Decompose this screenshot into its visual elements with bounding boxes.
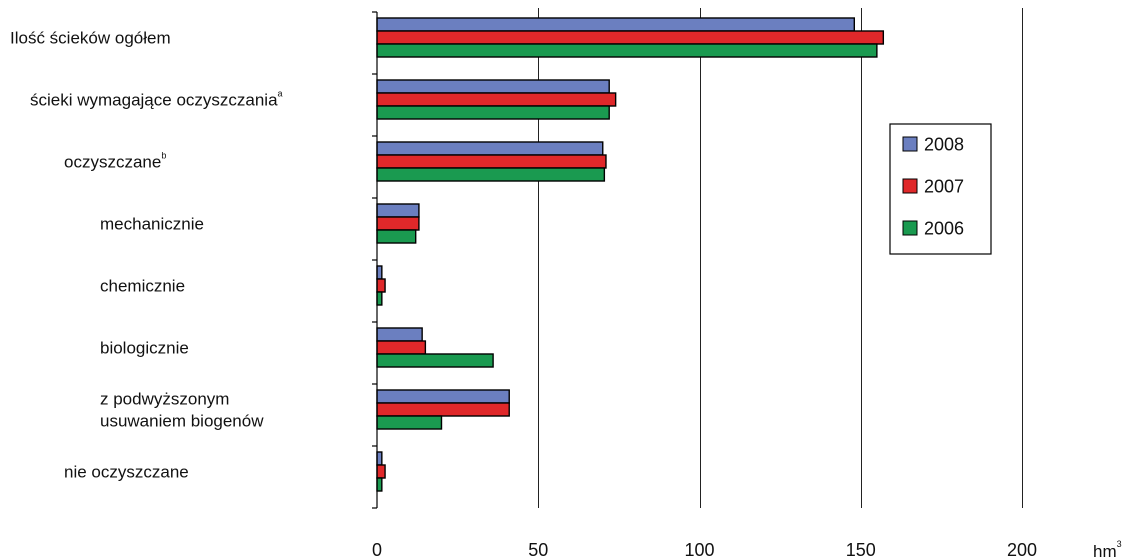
category-label: mechanicznie [100,215,204,234]
bar-2006 [376,353,494,368]
bar-2007 [376,154,607,169]
unit-label: hm3 [1093,539,1122,560]
x-axis-unit: hm3 [1093,539,1122,560]
bar-2008 [376,203,420,218]
category-label: z podwyższonym [100,390,229,409]
category-label: oczyszczaneb [64,151,166,172]
bar-2008 [376,327,423,342]
bars [376,17,885,492]
legend-swatch [902,220,918,236]
bar-2006 [376,43,878,58]
gridlines [538,8,1023,508]
legend-label: 2006 [924,219,964,239]
bar-2007 [376,464,386,479]
bar-2007 [376,402,510,417]
bar-2006 [376,167,606,182]
bar-2008 [376,265,383,280]
legend-swatch [902,178,918,194]
category-label: biologicznie [100,339,189,358]
bar-2008 [376,141,604,156]
x-tick-label: 100 [684,540,714,560]
x-tick-label: 200 [1007,540,1037,560]
bar-2006 [376,415,443,430]
x-tick-label: 150 [846,540,876,560]
category-labels: Ilość ścieków ogółem ścieki wymagające oc… [10,29,283,482]
bar-2007 [376,30,885,45]
bar-2008 [376,79,610,94]
bar-2006 [376,477,383,492]
bar-2007 [376,216,420,231]
bar-2006 [376,105,610,120]
bar-2007 [376,92,617,107]
bar-2006 [376,229,417,244]
legend: 2008 2007 2006 [889,123,992,255]
x-tick-label: 0 [372,540,382,560]
category-label: nie oczyszczane [64,463,189,482]
legend-label: 2008 [924,135,964,155]
x-tick-labels: 0 50 100 150 200 [372,540,1037,560]
bar-2007 [376,278,386,293]
bar-2006 [376,291,383,306]
category-label: chemicznie [100,277,185,296]
bar-2008 [376,451,383,466]
bar-2007 [376,340,427,355]
category-label: Ilość ścieków ogółem [10,29,171,48]
legend-swatch [902,136,918,152]
y-axis [372,11,378,509]
legend-label: 2007 [924,177,964,197]
x-tick-label: 50 [528,540,548,560]
category-label: ścieki wymagające oczyszczaniaa [30,89,283,110]
category-label: usuwaniem biogenów [100,412,264,431]
bar-2008 [376,389,510,404]
bar-2008 [376,17,855,32]
